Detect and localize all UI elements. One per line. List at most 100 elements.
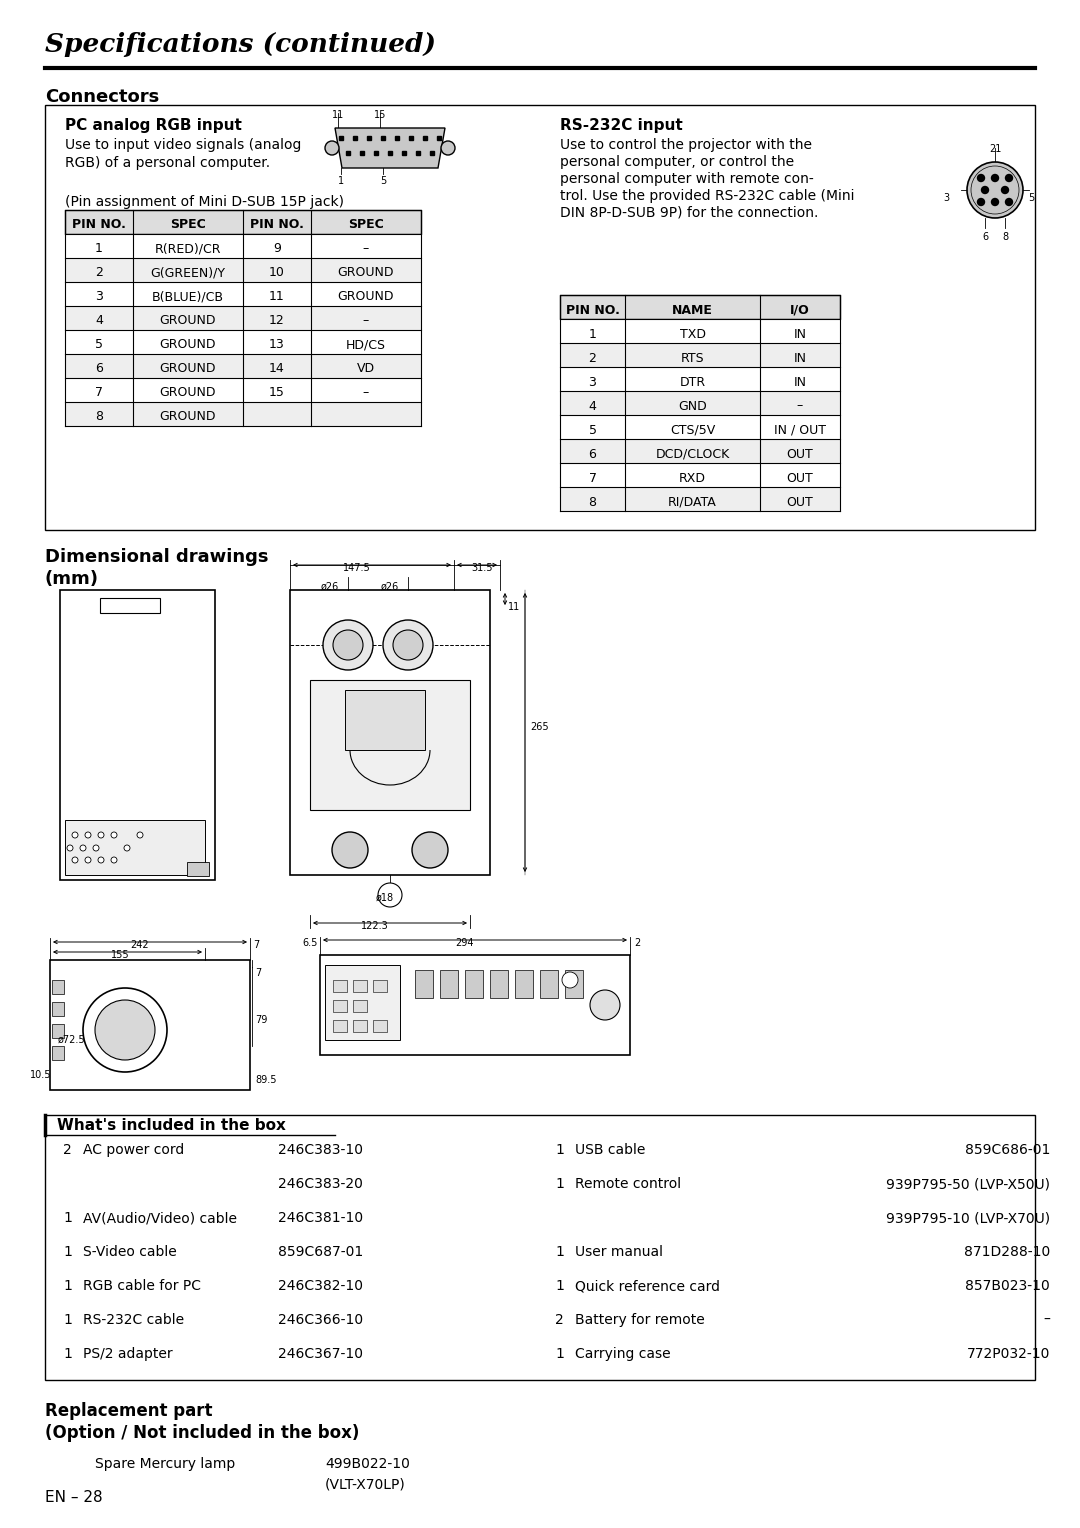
Bar bbox=[45, 1115, 1035, 1380]
Text: 15: 15 bbox=[374, 110, 387, 121]
Text: 246C367-10: 246C367-10 bbox=[278, 1348, 363, 1361]
Text: 1: 1 bbox=[555, 1279, 564, 1293]
Text: 1: 1 bbox=[555, 1143, 564, 1157]
Circle shape bbox=[67, 845, 73, 851]
Text: 246C366-10: 246C366-10 bbox=[278, 1313, 363, 1326]
Bar bbox=[415, 970, 433, 998]
Text: OUT: OUT bbox=[786, 495, 813, 509]
Text: 1: 1 bbox=[555, 1348, 564, 1361]
Text: 11: 11 bbox=[332, 110, 345, 121]
Text: GROUND: GROUND bbox=[160, 387, 216, 399]
Bar bbox=[561, 342, 840, 367]
Circle shape bbox=[977, 199, 985, 205]
Text: GND: GND bbox=[678, 399, 707, 413]
Text: 4: 4 bbox=[589, 399, 596, 413]
Text: VD: VD bbox=[356, 362, 375, 376]
Bar bbox=[465, 970, 483, 998]
Bar bbox=[100, 597, 160, 613]
Text: 7: 7 bbox=[589, 472, 596, 484]
Circle shape bbox=[80, 845, 86, 851]
Circle shape bbox=[332, 833, 368, 868]
Text: 3: 3 bbox=[589, 376, 596, 388]
Bar bbox=[65, 330, 421, 354]
Text: 12: 12 bbox=[269, 315, 285, 327]
Bar bbox=[561, 295, 840, 319]
Circle shape bbox=[72, 857, 78, 863]
Text: GROUND: GROUND bbox=[160, 315, 216, 327]
Circle shape bbox=[977, 174, 985, 182]
Bar bbox=[490, 970, 508, 998]
Circle shape bbox=[325, 141, 339, 154]
Text: Connectors: Connectors bbox=[45, 89, 159, 105]
Bar bbox=[60, 590, 215, 880]
Bar bbox=[561, 391, 840, 416]
Text: RGB) of a personal computer.: RGB) of a personal computer. bbox=[65, 156, 270, 170]
Text: 939P795-10 (LVP-X70U): 939P795-10 (LVP-X70U) bbox=[886, 1212, 1050, 1225]
Bar bbox=[515, 970, 534, 998]
Text: 147.5: 147.5 bbox=[343, 562, 370, 573]
Text: 8: 8 bbox=[1002, 232, 1008, 241]
Circle shape bbox=[98, 833, 104, 837]
Text: RXD: RXD bbox=[679, 472, 706, 484]
Bar bbox=[333, 1021, 347, 1031]
Bar bbox=[187, 862, 210, 876]
Bar bbox=[353, 1021, 367, 1031]
Text: 79: 79 bbox=[255, 1015, 268, 1025]
Text: 8: 8 bbox=[95, 411, 103, 423]
Text: 1: 1 bbox=[555, 1177, 564, 1190]
Text: 772P032-10: 772P032-10 bbox=[967, 1348, 1050, 1361]
Text: trol. Use the provided RS-232C cable (Mini: trol. Use the provided RS-232C cable (Mi… bbox=[561, 189, 854, 203]
Text: AV(Audio/Video) cable: AV(Audio/Video) cable bbox=[83, 1212, 237, 1225]
Text: OUT: OUT bbox=[786, 448, 813, 460]
Circle shape bbox=[982, 186, 988, 194]
Text: RGB cable for PC: RGB cable for PC bbox=[83, 1279, 201, 1293]
Text: 9: 9 bbox=[273, 243, 281, 255]
Text: User manual: User manual bbox=[575, 1245, 663, 1259]
Text: 31.5: 31.5 bbox=[471, 562, 492, 573]
Bar bbox=[310, 680, 470, 810]
Text: 242: 242 bbox=[131, 940, 149, 950]
Text: Specifications (continued): Specifications (continued) bbox=[45, 32, 436, 57]
Text: PIN NO.: PIN NO. bbox=[72, 219, 126, 232]
Text: Battery for remote: Battery for remote bbox=[575, 1313, 705, 1326]
Text: (Pin assignment of Mini D-SUB 15P jack): (Pin assignment of Mini D-SUB 15P jack) bbox=[65, 196, 345, 209]
Text: Carrying case: Carrying case bbox=[575, 1348, 671, 1361]
Text: 5: 5 bbox=[1028, 193, 1035, 203]
Bar bbox=[561, 367, 840, 391]
Circle shape bbox=[1005, 174, 1013, 182]
Text: 859C686-01: 859C686-01 bbox=[964, 1143, 1050, 1157]
Circle shape bbox=[72, 833, 78, 837]
Text: 5: 5 bbox=[95, 339, 103, 351]
Text: PS/2 adapter: PS/2 adapter bbox=[83, 1348, 173, 1361]
Text: 1: 1 bbox=[95, 243, 103, 255]
Text: 3: 3 bbox=[95, 290, 103, 304]
Bar bbox=[52, 1002, 64, 1016]
Bar bbox=[325, 966, 400, 1041]
Text: (mm): (mm) bbox=[45, 570, 99, 588]
Text: 122.3: 122.3 bbox=[361, 921, 389, 931]
Text: 4: 4 bbox=[95, 315, 103, 327]
Circle shape bbox=[383, 620, 433, 669]
Text: GROUND: GROUND bbox=[160, 411, 216, 423]
Circle shape bbox=[111, 833, 117, 837]
Text: 246C382-10: 246C382-10 bbox=[278, 1279, 363, 1293]
Text: –: – bbox=[363, 387, 369, 399]
Text: USB cable: USB cable bbox=[575, 1143, 646, 1157]
Text: 2: 2 bbox=[555, 1313, 564, 1326]
Bar bbox=[565, 970, 583, 998]
Text: RS-232C cable: RS-232C cable bbox=[83, 1313, 184, 1326]
Text: 1: 1 bbox=[338, 176, 345, 186]
Circle shape bbox=[93, 845, 99, 851]
Bar bbox=[65, 234, 421, 258]
Text: 871D288-10: 871D288-10 bbox=[963, 1245, 1050, 1259]
Text: IN: IN bbox=[794, 351, 807, 365]
Bar bbox=[353, 999, 367, 1012]
Text: S-Video cable: S-Video cable bbox=[83, 1245, 177, 1259]
Text: 6: 6 bbox=[589, 448, 596, 460]
Bar bbox=[561, 319, 840, 342]
Text: GROUND: GROUND bbox=[338, 290, 394, 304]
Bar bbox=[65, 306, 421, 330]
Bar bbox=[345, 691, 426, 750]
Text: CTS/5V: CTS/5V bbox=[670, 423, 715, 437]
Text: 6.5: 6.5 bbox=[302, 938, 318, 947]
